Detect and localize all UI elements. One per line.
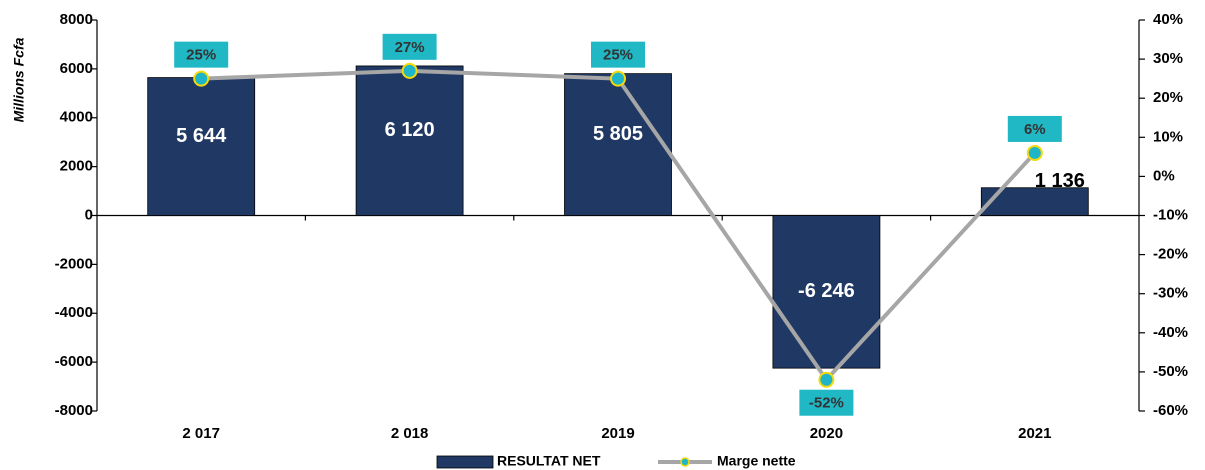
line-marker (401, 62, 418, 79)
x-tick-label: 2019 (601, 425, 634, 442)
bar-value-label: 5 805 (593, 123, 643, 145)
bar (564, 73, 672, 216)
line-label-box (591, 41, 645, 68)
line-label-box (382, 33, 437, 60)
line-marker (1026, 144, 1043, 161)
legend-swatch (436, 455, 494, 469)
y2-tick-label: 10% (1153, 128, 1183, 145)
y-tick-label: -6000 (55, 353, 93, 370)
x-tick-label: 2 018 (391, 425, 429, 442)
legend-label: Marge nette (717, 453, 796, 469)
y2-tick-label: -10% (1153, 206, 1188, 223)
line-label-box (799, 389, 854, 416)
line-marker (193, 70, 210, 87)
line-label-box (174, 41, 229, 68)
bar (355, 65, 464, 216)
y-tick-label: 6000 (60, 60, 93, 77)
bar-value-label: 1 136 (1035, 170, 1085, 192)
y2-tick-label: 0% (1153, 167, 1175, 184)
x-tick-label: 2020 (810, 425, 843, 442)
y2-tick-label: -50% (1153, 363, 1188, 380)
y-tick-label: 8000 (60, 11, 93, 28)
y2-tick-label: -40% (1153, 324, 1188, 341)
y-axis-label: Millions Fcfa (11, 37, 27, 122)
y-tick-label: -8000 (55, 402, 93, 419)
y-tick-label: -2000 (55, 255, 93, 272)
line-value-label: 27% (395, 39, 425, 56)
y2-tick-label: 20% (1153, 89, 1183, 106)
line-value-label: -52% (809, 395, 844, 412)
y2-tick-label: 40% (1153, 11, 1183, 28)
line-marker (818, 371, 835, 388)
line-value-label: 25% (186, 47, 216, 64)
legend-label: RESULTAT NET (497, 453, 601, 469)
y-tick-label: 2000 (60, 158, 93, 175)
y2-tick-label: -60% (1153, 402, 1188, 419)
line-value-label: 6% (1024, 121, 1046, 138)
y-tick-label: 4000 (60, 109, 93, 126)
y-tick-label: 0 (85, 206, 93, 223)
y2-tick-label: -30% (1153, 285, 1188, 302)
x-tick-label: 2021 (1018, 425, 1051, 442)
y2-tick-label: 30% (1153, 50, 1183, 67)
line-value-label: 25% (603, 47, 633, 64)
line-marker (610, 70, 626, 87)
x-tick-label: 2 017 (182, 425, 220, 442)
y2-tick-label: -20% (1153, 246, 1188, 263)
bar-value-label: -6 246 (798, 280, 855, 302)
line-label-box (1007, 115, 1062, 142)
y-tick-label: -4000 (55, 304, 93, 321)
bar-value-label: 6 120 (385, 119, 435, 141)
legend-swatch (680, 457, 690, 467)
bar-value-label: 5 644 (176, 125, 227, 147)
bar (147, 77, 256, 216)
